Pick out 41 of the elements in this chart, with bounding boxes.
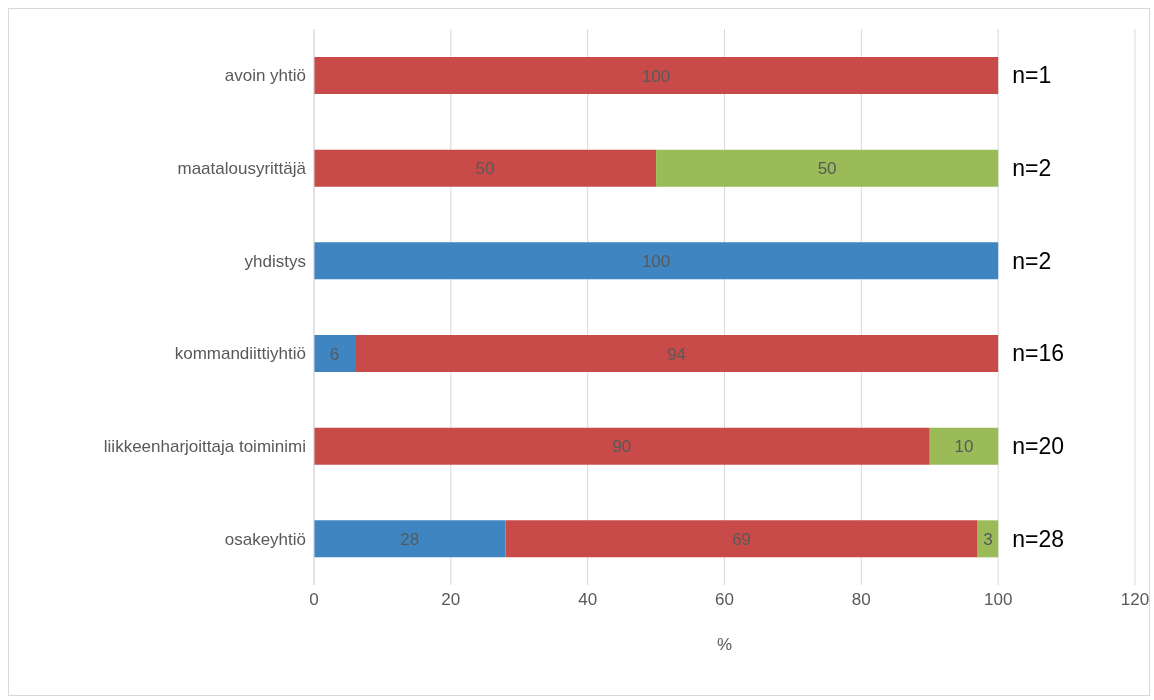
annotation: n=2 — [1012, 247, 1052, 274]
annotation: n=1 — [1012, 62, 1052, 89]
bar — [314, 242, 999, 280]
bar — [505, 520, 978, 558]
x-tick-label: 40 — [578, 590, 598, 610]
bar — [314, 57, 999, 94]
x-axis-title: % — [716, 635, 733, 654]
data-label: 100 — [641, 251, 671, 271]
data-label: 6 — [329, 344, 340, 364]
bar — [314, 427, 930, 465]
data-label: 100 — [641, 66, 671, 86]
x-tick-label: 80 — [851, 590, 871, 610]
x-tick-label: 0 — [309, 590, 319, 610]
data-label: 50 — [817, 159, 837, 179]
y-tick-label: kommandiittiyhtiö — [174, 344, 306, 364]
y-tick-label: liikkeenharjoittaja toiminimi — [103, 437, 306, 457]
x-tick-label: 120 — [1120, 590, 1150, 610]
bar — [929, 427, 999, 465]
data-label: 28 — [400, 529, 420, 549]
bar — [656, 149, 999, 187]
annotation: n=28 — [1012, 525, 1064, 552]
data-label: 10 — [954, 437, 974, 457]
data-label: 94 — [667, 344, 687, 364]
bar — [314, 149, 657, 187]
y-tick-label: yhdistys — [244, 251, 306, 271]
data-label: 69 — [732, 529, 752, 549]
data-label: 50 — [475, 159, 495, 179]
data-label: 90 — [612, 437, 632, 457]
annotation: n=2 — [1012, 155, 1052, 181]
annotation: n=16 — [1012, 340, 1064, 367]
y-tick-label: osakeyhtiö — [224, 529, 306, 549]
y-tick-label: avoin yhtiö — [224, 66, 306, 86]
y-tick-label: maatalousyrittäjä — [177, 159, 307, 179]
x-tick-label: 100 — [983, 590, 1013, 610]
bar — [314, 520, 506, 558]
bar — [314, 335, 356, 372]
bar — [355, 335, 999, 372]
x-tick-label: 60 — [715, 590, 734, 610]
x-tick-label: 20 — [441, 590, 461, 610]
data-label: 3 — [983, 529, 993, 549]
annotation: n=20 — [1012, 433, 1064, 459]
